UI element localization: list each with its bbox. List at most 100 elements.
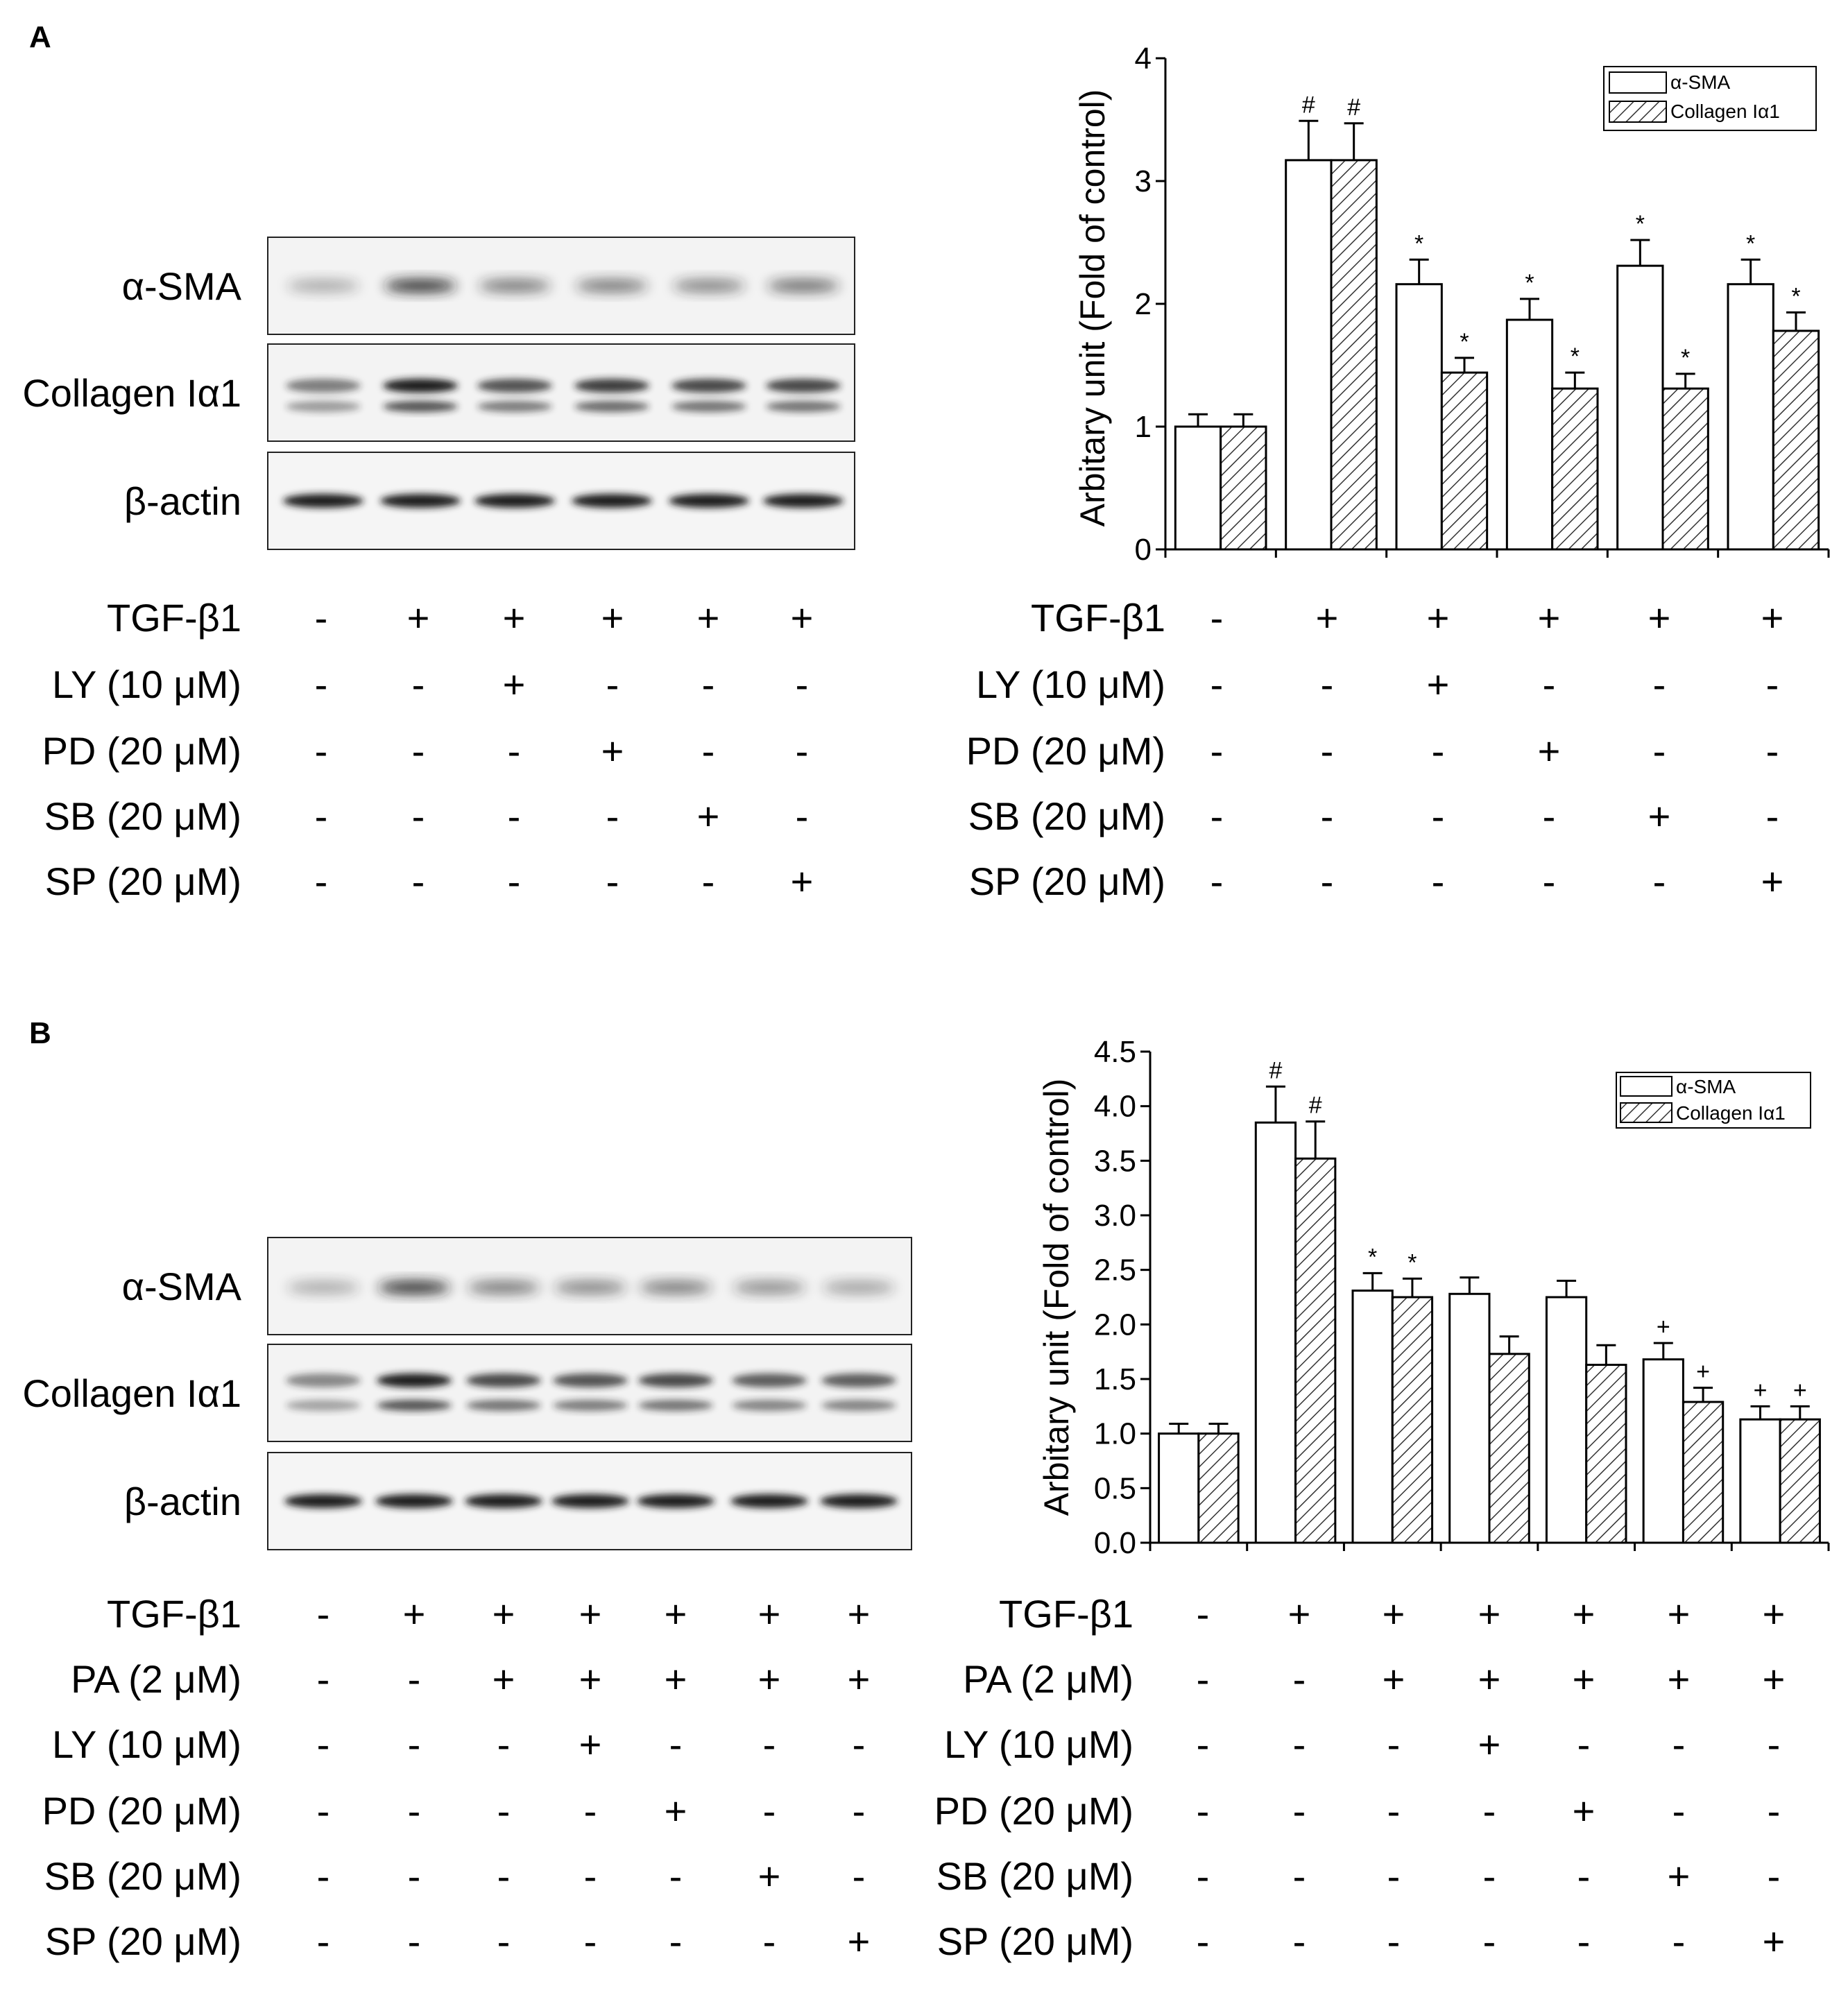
blot-a-sign-r3-c2: - [508,794,521,838]
chart-b-bar-collagen-5 [1585,1364,1627,1544]
blot-a-sign-r0-c1: + [407,596,430,640]
chart-a-significance-mark: * [1681,345,1690,371]
chart-a-bar-collagen-4 [1551,387,1599,551]
blot-a-sign-r1-c5: - [796,662,809,706]
chart-b-sign-r0-c5: + [1668,1592,1691,1636]
chart-a-sign-r3-c5: - [1766,794,1779,838]
blot-b-band-asma-lane7 [823,1281,895,1294]
chart-b-bar-asma-7 [1739,1418,1781,1544]
treat-label: TGF-β1 [107,596,241,640]
treat-label: PD (20 μM) [42,1789,241,1833]
treat-label: PD (20 μM) [934,1789,1133,1833]
chart-b-sign-r4-c2: - [1387,1854,1401,1898]
blot-a-band-actin-lane1 [283,494,363,508]
blot-b-sign-r5-c5: - [763,1919,776,1963]
treat-label: SB (20 μM) [44,1854,241,1898]
chart-b-sign-r1-c3: + [1478,1657,1501,1701]
blot-b-label-actin: β-actin [124,1480,241,1523]
chart-b-bar-asma-6 [1642,1358,1684,1544]
blot-b-band-collagen-lane5 [638,1373,713,1387]
chart-a-y-tick-label: 4 [1135,42,1152,76]
chart-b-bar-asma-3 [1351,1290,1394,1544]
blot-b-sign-r4-c1: - [408,1854,421,1898]
chart-b-y-tick-label: 1.5 [1094,1362,1136,1396]
blot-b-band-actin-lane1 [284,1494,362,1508]
legend-label-collagen: Collagen Iα1 [1676,1102,1786,1124]
chart-a-bar-asma-1 [1174,425,1222,551]
blot-a-band-actin-lane4 [572,494,652,508]
chart-b-sign-r0-c2: + [1383,1592,1405,1636]
chart-b-bar-collagen-3 [1391,1296,1434,1544]
chart-a-y-tick-label: 2 [1135,287,1152,321]
chart-b-sign-r5-c5: - [1672,1919,1686,1963]
blot-b-sign-r5-c2: - [497,1919,511,1963]
chart-a-sign-r1-c1: - [1321,662,1334,706]
chart-a-sign-r4-c3: - [1543,859,1556,903]
chart-a-sign-r2-c1: - [1321,729,1334,773]
blot-a-band-asma-lane1 [287,280,359,292]
chart-b-significance-mark: * [1408,1249,1417,1276]
chart-b-significance-mark: # [1269,1057,1282,1084]
panel-b-title: B [29,1016,51,1050]
blot-a-sign-r1-c3: - [606,662,619,706]
chart-a-sign-r2-c4: - [1653,729,1666,773]
blot-a-sign-r3-c0: - [315,794,328,838]
chart-b-sign-r4-c6: - [1768,1854,1781,1898]
chart-b-sign-r0-c4: + [1573,1592,1595,1636]
blot-b-sign-r0-c3: + [579,1592,602,1636]
blot-b-band-collagen-lower-lane2 [377,1400,452,1411]
treat-label: PA (2 μM) [71,1657,241,1701]
blot-b-band-actin-lane6 [730,1494,808,1508]
blot-b-band-collagen-lane7 [821,1373,896,1387]
chart-a-sign-r4-c1: - [1321,859,1334,903]
blot-a-sign-r4-c3: - [606,859,619,903]
chart-a-legend: α-SMA Collagen Iα1 [1603,66,1817,131]
treat-label: PD (20 μM) [966,729,1165,773]
chart-a-bar-asma-5 [1616,264,1664,551]
blot-b-label-collagen: Collagen Iα1 [22,1371,241,1415]
blot-a-band-actin-lane5 [669,494,749,508]
legend-swatch-open [1609,71,1667,94]
blot-a-sign-r2-c0: - [315,729,328,773]
blot-a-band-collagen-lane3 [477,379,552,393]
blot-b-sign-r4-c2: - [497,1854,511,1898]
blot-a-band-asma-lane5 [673,280,745,292]
blot-a-sign-r0-c5: + [791,596,814,640]
chart-b-sign-r2-c3: + [1478,1722,1501,1766]
chart-a-sign-r1-c3: - [1543,662,1556,706]
blot-b-band-actin-lane2 [375,1494,453,1508]
chart-b-sign-r5-c1: - [1293,1919,1306,1963]
chart-a-sign-r1-c5: - [1766,662,1779,706]
chart-b-sign-r3-c5: - [1672,1789,1686,1833]
chart-b-sign-r4-c5: + [1668,1854,1691,1898]
treat-label: LY (10 μM) [52,1722,241,1766]
blot-a-band-actin-lane3 [474,494,555,508]
chart-a-y-tick-label: 0 [1135,533,1152,567]
chart-a-significance-mark: * [1460,329,1469,355]
chart-b-sign-r4-c1: - [1293,1854,1306,1898]
chart-b-sign-r2-c1: - [1293,1722,1306,1766]
blot-b-band-asma-lane5 [640,1281,712,1294]
chart-a-bar-asma-4 [1505,318,1554,551]
blot-b-label-asma: α-SMA [122,1265,242,1308]
blot-a-sign-r0-c4: + [697,596,720,640]
chart-b-bar-collagen-7 [1779,1418,1821,1544]
blot-a-sign-r2-c1: - [412,729,425,773]
chart-a-bar-collagen-3 [1440,371,1489,551]
blot-a-label-actin: β-actin [124,479,241,523]
chart-a-significance-mark: # [1302,92,1315,118]
chart-a-sign-r4-c5: + [1761,859,1784,903]
legend-label-asma: α-SMA [1670,71,1731,93]
chart-b-legend: α-SMA Collagen Iα1 [1616,1072,1811,1129]
treat-label: PD (20 μM) [42,729,241,773]
blot-b-sign-r3-c4: + [665,1789,687,1833]
chart-b-sign-r3-c2: - [1387,1789,1401,1833]
chart-b-sign-r1-c5: + [1668,1657,1691,1701]
blot-a-band-actin-lane2 [380,494,461,508]
chart-b-sign-r5-c0: - [1197,1919,1210,1963]
blot-b-sign-r3-c2: - [497,1789,511,1833]
chart-b-sign-r3-c1: - [1293,1789,1306,1833]
chart-b-sign-r5-c2: - [1387,1919,1401,1963]
chart-b-sign-r2-c0: - [1197,1722,1210,1766]
chart-b-significance-mark: + [1696,1359,1710,1385]
